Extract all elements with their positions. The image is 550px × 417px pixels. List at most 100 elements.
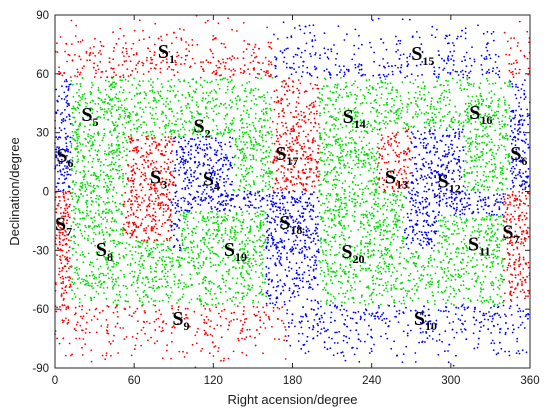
scatter-point: [385, 317, 388, 320]
scatter-point: [195, 88, 198, 91]
scatter-point: [330, 275, 333, 278]
scatter-point: [189, 121, 192, 124]
scatter-point: [125, 231, 128, 234]
scatter-point: [71, 278, 74, 280]
scatter-point: [414, 255, 416, 258]
scatter-point: [338, 108, 341, 110]
scatter-point: [108, 164, 111, 166]
scatter-point: [75, 266, 78, 269]
scatter-point: [450, 205, 453, 208]
scatter-point: [436, 147, 439, 150]
scatter-point: [180, 209, 183, 212]
scatter-point: [188, 120, 191, 123]
scatter-point: [452, 42, 454, 44]
scatter-point: [217, 83, 219, 86]
scatter-point: [423, 236, 425, 239]
scatter-point: [327, 143, 330, 146]
scatter-point: [312, 204, 315, 207]
scatter-point: [427, 301, 429, 304]
scatter-point: [505, 111, 508, 113]
scatter-point: [393, 208, 396, 211]
scatter-point: [332, 92, 335, 94]
scatter-point: [443, 223, 446, 226]
scatter-point: [204, 331, 207, 334]
scatter-point: [79, 85, 82, 88]
scatter-point: [503, 200, 506, 203]
scatter-point: [168, 178, 171, 181]
scatter-point: [231, 216, 234, 219]
scatter-point: [226, 88, 229, 91]
scatter-point: [227, 270, 230, 273]
scatter-point: [172, 176, 175, 178]
scatter-point: [112, 340, 114, 342]
scatter-point: [289, 215, 292, 217]
scatter-point: [144, 161, 147, 164]
scatter-point: [290, 159, 293, 162]
scatter-point: [315, 160, 318, 163]
scatter-point: [68, 257, 71, 259]
scatter-point: [267, 188, 269, 191]
scatter-point: [246, 210, 249, 213]
scatter-point: [288, 146, 290, 149]
scatter-point: [489, 215, 492, 218]
scatter-point: [267, 267, 270, 270]
scatter-point: [241, 351, 244, 354]
scatter-point: [76, 272, 79, 275]
scatter-point: [330, 245, 333, 248]
scatter-point: [55, 151, 58, 153]
scatter-point: [519, 315, 522, 318]
scatter-point: [280, 239, 283, 242]
scatter-point: [125, 159, 127, 162]
scatter-point: [501, 213, 504, 216]
scatter-point: [237, 262, 240, 264]
scatter-point: [64, 165, 66, 167]
scatter-point: [247, 237, 249, 239]
scatter-point: [239, 68, 242, 70]
scatter-point: [491, 230, 494, 233]
scatter-point: [100, 161, 102, 163]
scatter-point: [333, 223, 335, 226]
scatter-point: [224, 212, 227, 215]
scatter-point: [265, 230, 268, 233]
scatter-point: [149, 215, 152, 218]
scatter-point: [452, 364, 455, 367]
scatter-point: [106, 286, 109, 289]
scatter-point: [495, 152, 498, 155]
scatter-point: [445, 205, 448, 208]
scatter-point: [447, 55, 450, 58]
scatter-point: [200, 122, 202, 125]
scatter-point: [354, 64, 357, 66]
scatter-point: [440, 124, 442, 127]
scatter-point: [479, 290, 482, 293]
scatter-point: [89, 109, 92, 112]
scatter-point: [301, 247, 303, 250]
scatter-point: [243, 178, 245, 181]
scatter-point: [420, 274, 422, 277]
scatter-point: [312, 268, 315, 271]
scatter-point: [242, 155, 245, 157]
scatter-point: [153, 91, 156, 94]
scatter-point: [82, 261, 85, 264]
scatter-point: [304, 352, 307, 354]
scatter-point: [97, 68, 100, 71]
scatter-point: [374, 282, 377, 285]
scatter-point: [92, 186, 95, 188]
scatter-point: [302, 184, 305, 187]
scatter-point: [162, 120, 165, 123]
scatter-point: [262, 221, 265, 224]
scatter-point: [153, 342, 156, 345]
scatter-point: [320, 305, 322, 308]
scatter-point: [227, 127, 230, 129]
scatter-point: [328, 116, 331, 118]
scatter-point: [385, 209, 388, 211]
scatter-point: [196, 273, 199, 276]
scatter-point: [422, 264, 425, 267]
scatter-point: [114, 219, 116, 222]
scatter-point: [207, 318, 210, 321]
scatter-point: [90, 81, 93, 84]
scatter-point: [450, 160, 453, 163]
scatter-point: [399, 39, 402, 42]
scatter-point: [302, 220, 305, 222]
scatter-point: [146, 320, 148, 323]
scatter-point: [307, 155, 310, 158]
